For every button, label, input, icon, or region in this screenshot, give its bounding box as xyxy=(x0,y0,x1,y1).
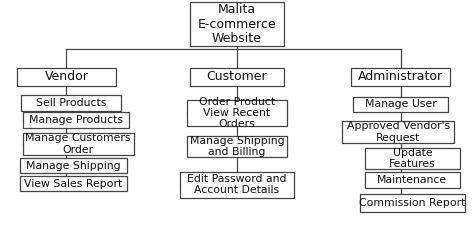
Text: Malita
E-commerce
Website: Malita E-commerce Website xyxy=(198,3,276,45)
FancyBboxPatch shape xyxy=(353,97,448,112)
FancyBboxPatch shape xyxy=(20,176,127,192)
FancyBboxPatch shape xyxy=(342,121,454,143)
Text: Order Product
View Recent
Orders: Order Product View Recent Orders xyxy=(199,96,275,129)
FancyBboxPatch shape xyxy=(351,68,450,86)
Text: Commission Report: Commission Report xyxy=(359,198,465,208)
FancyBboxPatch shape xyxy=(21,95,121,111)
Text: Vendor: Vendor xyxy=(45,70,88,83)
FancyBboxPatch shape xyxy=(23,112,129,128)
FancyBboxPatch shape xyxy=(190,2,284,46)
Text: Edit Password and
Account Details: Edit Password and Account Details xyxy=(187,174,287,195)
FancyBboxPatch shape xyxy=(187,100,287,126)
FancyBboxPatch shape xyxy=(190,68,284,86)
FancyBboxPatch shape xyxy=(17,68,116,86)
FancyBboxPatch shape xyxy=(365,148,460,169)
Text: Manage Customers
Order: Manage Customers Order xyxy=(26,133,131,155)
Text: View Sales Report: View Sales Report xyxy=(24,179,123,189)
Text: Sell Products: Sell Products xyxy=(36,98,106,108)
FancyBboxPatch shape xyxy=(187,136,287,157)
Text: Maintenance: Maintenance xyxy=(377,175,447,185)
Text: Update
Features: Update Features xyxy=(389,148,436,169)
Text: Customer: Customer xyxy=(207,70,267,83)
FancyBboxPatch shape xyxy=(180,172,294,198)
Text: Manage Products: Manage Products xyxy=(29,115,123,125)
Text: Manage User: Manage User xyxy=(365,99,437,109)
Text: Manage Shipping: Manage Shipping xyxy=(26,161,121,171)
FancyBboxPatch shape xyxy=(20,158,127,173)
FancyBboxPatch shape xyxy=(360,194,465,212)
Text: Approved Vendor's
Request: Approved Vendor's Request xyxy=(346,121,450,143)
FancyBboxPatch shape xyxy=(23,133,134,155)
Text: Administrator: Administrator xyxy=(358,70,443,83)
FancyBboxPatch shape xyxy=(365,172,460,188)
Text: Manage Shipping
and Billing: Manage Shipping and Billing xyxy=(190,136,284,157)
